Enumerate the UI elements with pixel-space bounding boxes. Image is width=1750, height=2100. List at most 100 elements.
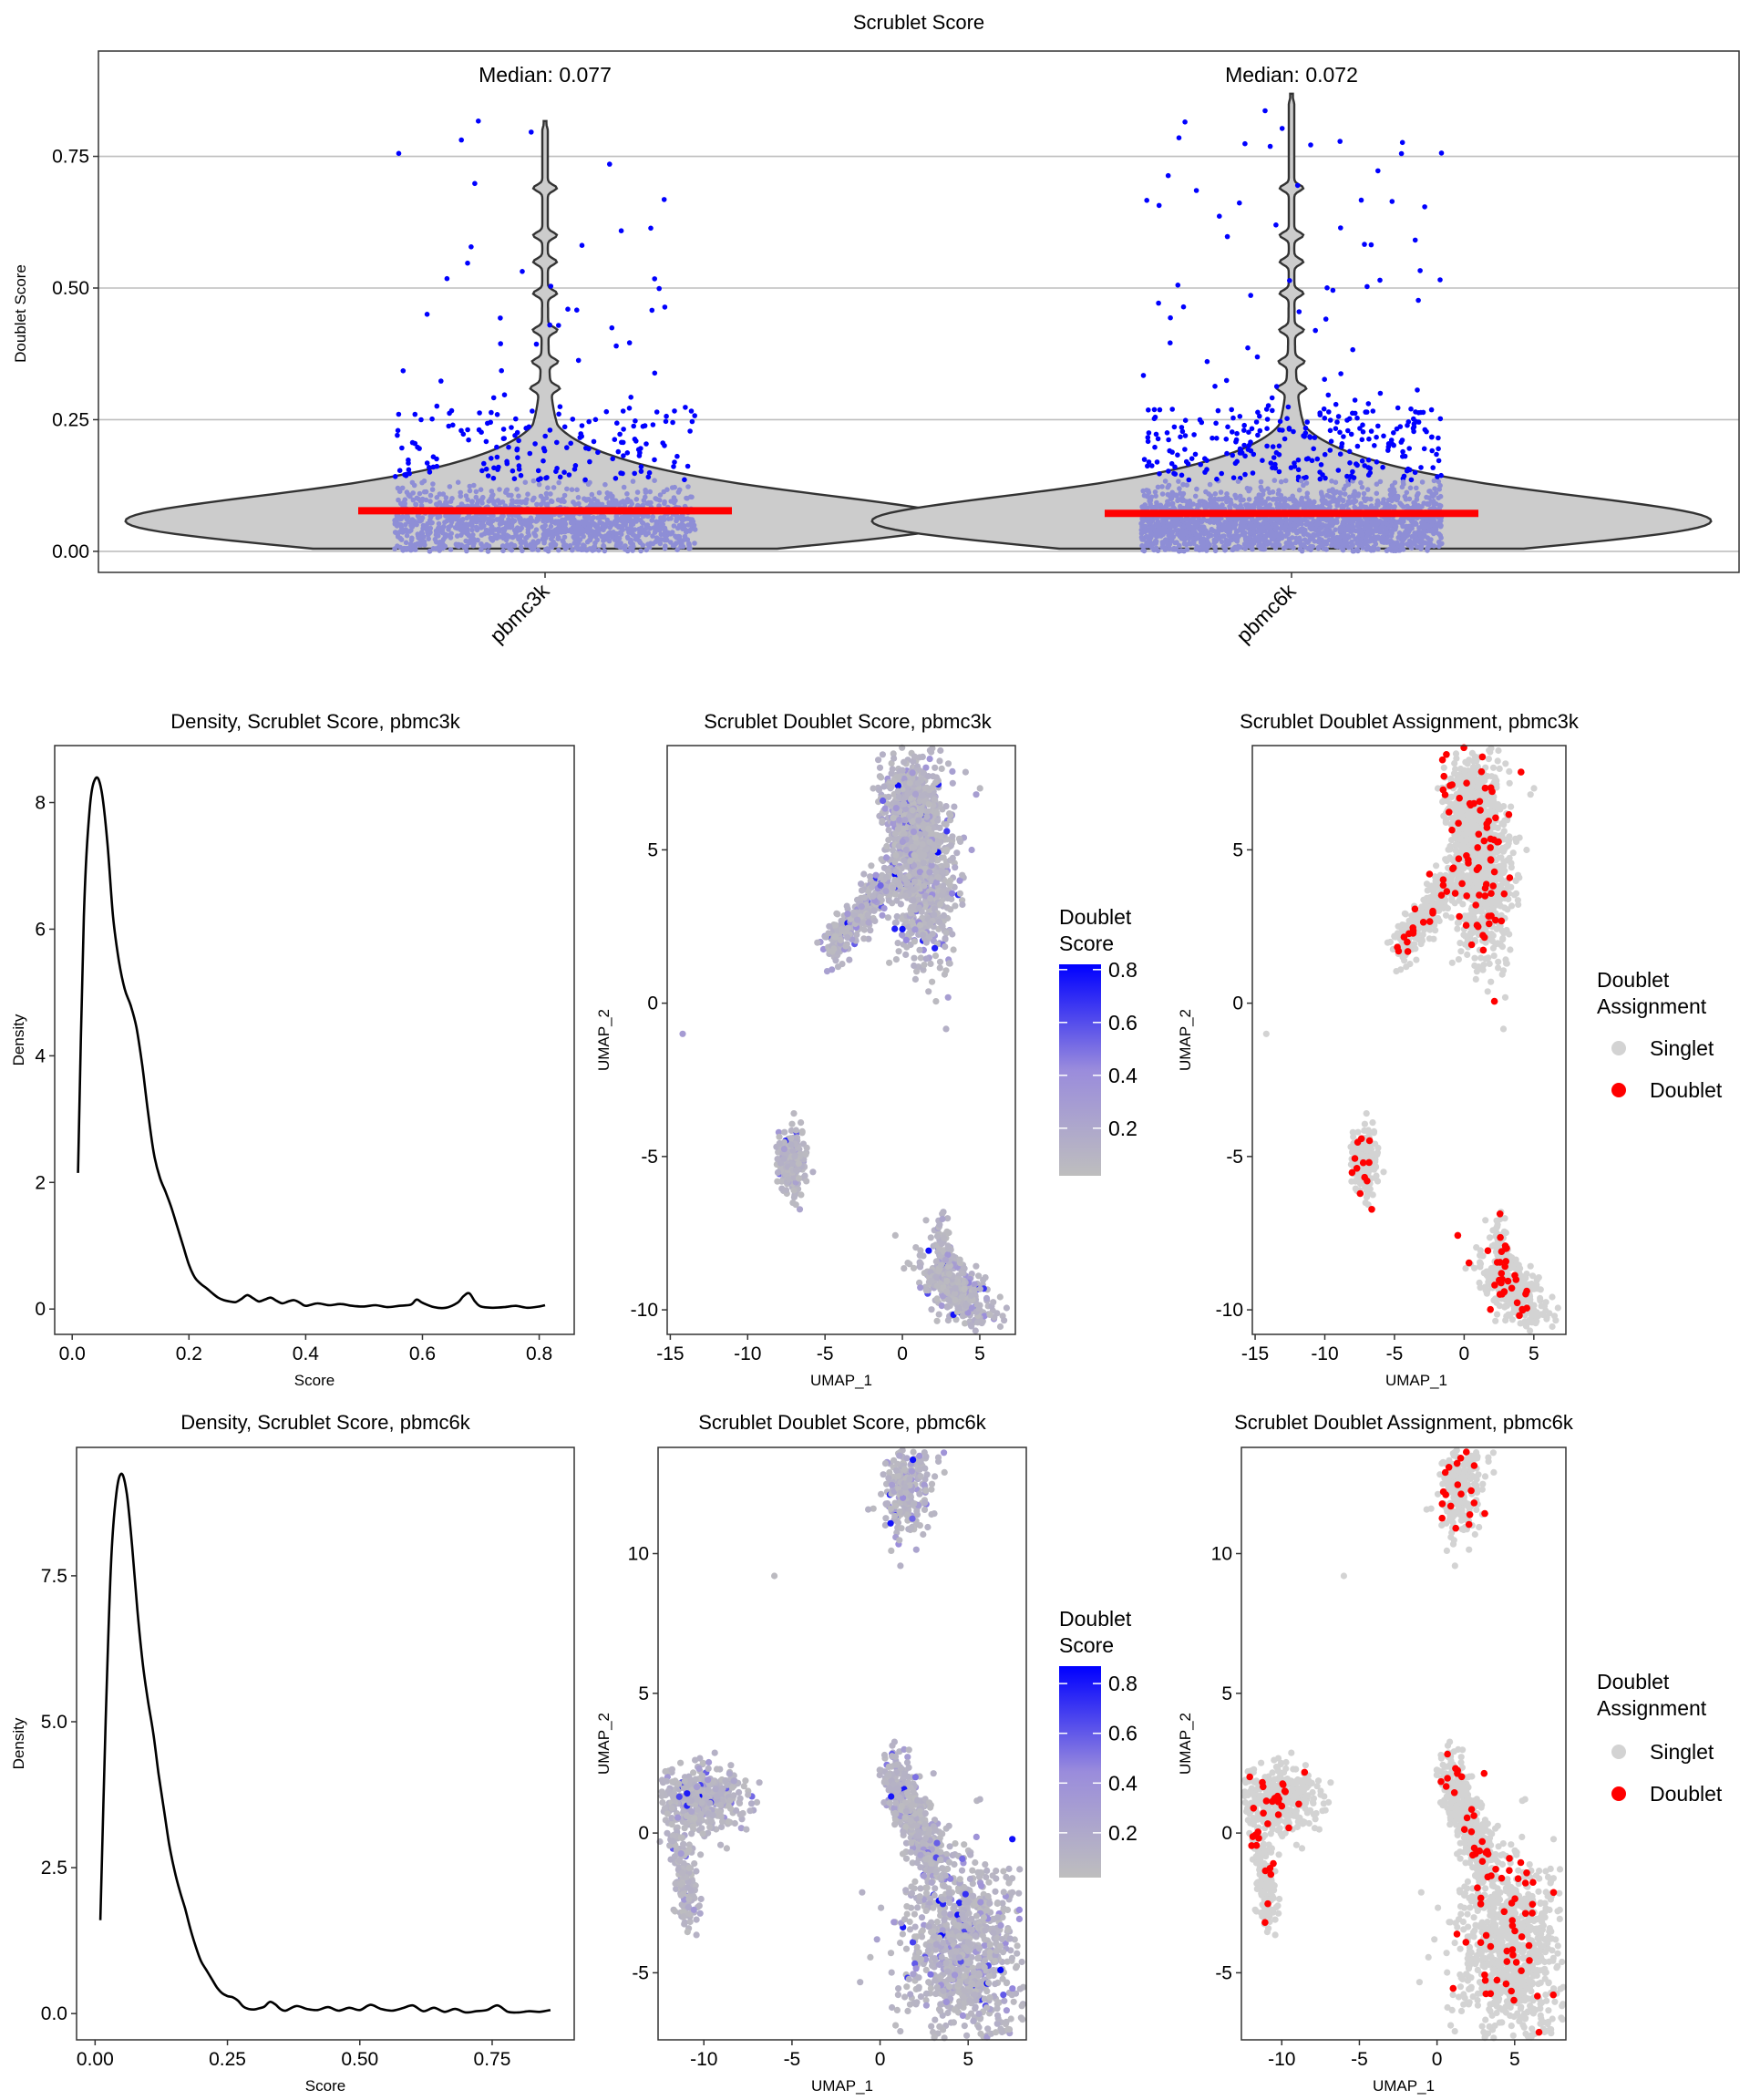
score-point	[475, 537, 480, 543]
cell-point	[881, 805, 889, 812]
score-point	[643, 547, 649, 553]
cell-point	[890, 755, 898, 762]
score-point	[522, 540, 529, 546]
score-point	[1301, 482, 1306, 489]
score-point	[1384, 540, 1390, 545]
score-point	[682, 537, 688, 542]
score-point	[412, 411, 418, 417]
score-point	[499, 520, 504, 526]
score-point	[652, 370, 658, 376]
score-point	[515, 455, 520, 460]
score-point	[550, 529, 555, 534]
score-point	[423, 497, 429, 503]
score-point	[1304, 419, 1310, 425]
score-point	[547, 322, 552, 328]
score-point	[1232, 537, 1238, 542]
score-point	[1282, 478, 1289, 484]
score-point	[1323, 532, 1329, 539]
score-point	[1255, 432, 1261, 438]
score-point	[578, 431, 583, 437]
cell-point	[930, 841, 937, 849]
score-point	[399, 445, 405, 451]
score-point	[1295, 467, 1302, 473]
cell-point	[879, 911, 886, 919]
score-point	[1412, 237, 1418, 243]
score-point	[396, 411, 402, 417]
score-point	[615, 524, 622, 530]
score-point	[1303, 456, 1310, 462]
cell-point	[926, 756, 933, 763]
score-point	[686, 542, 692, 549]
score-point	[503, 488, 510, 493]
cell-point	[911, 954, 918, 962]
score-point	[647, 489, 653, 495]
score-point	[657, 492, 664, 498]
score-point	[1278, 479, 1284, 485]
score-point	[1415, 297, 1421, 304]
score-point	[617, 431, 623, 438]
score-point	[434, 495, 440, 500]
cell-point	[942, 1025, 950, 1033]
score-point	[654, 496, 660, 502]
score-point	[1405, 503, 1410, 510]
score-point	[1230, 452, 1235, 458]
score-point	[467, 483, 473, 489]
score-point	[571, 540, 577, 546]
score-point	[1400, 479, 1406, 485]
score-point	[495, 533, 500, 539]
cell-point	[936, 964, 943, 972]
score-point	[1364, 487, 1371, 492]
umap-points	[679, 744, 1010, 1334]
score-point	[1369, 521, 1374, 528]
score-point	[571, 467, 578, 472]
score-point	[519, 525, 524, 531]
y-tick-label: 2	[35, 1172, 46, 1193]
score-point	[400, 530, 406, 535]
score-point	[580, 519, 585, 525]
score-point	[1138, 534, 1145, 540]
score-point	[685, 484, 691, 489]
score-point	[548, 491, 553, 497]
cell-point	[907, 858, 914, 865]
score-point	[1283, 517, 1289, 522]
score-point	[1392, 479, 1398, 486]
score-point	[392, 521, 398, 527]
score-point	[415, 444, 420, 450]
score-point	[427, 465, 432, 470]
score-point	[404, 532, 410, 539]
score-point	[1321, 406, 1327, 412]
score-point	[1145, 542, 1150, 549]
score-point	[606, 499, 612, 506]
score-point	[402, 500, 408, 507]
score-point	[464, 548, 469, 554]
score-point	[1325, 523, 1332, 529]
score-point	[500, 526, 506, 532]
score-point	[1222, 547, 1229, 552]
cell-point	[947, 877, 954, 884]
score-point	[1187, 499, 1193, 505]
score-point	[534, 501, 540, 508]
score-point	[1198, 538, 1204, 543]
score-point	[404, 489, 410, 495]
score-point	[616, 535, 623, 541]
score-point	[1317, 536, 1323, 542]
score-point	[1355, 493, 1361, 499]
score-point	[536, 481, 542, 488]
score-point	[1287, 278, 1292, 283]
score-point	[601, 535, 606, 541]
score-point	[1230, 429, 1235, 435]
score-point	[1185, 461, 1191, 467]
score-point	[538, 513, 543, 520]
score-point	[1354, 461, 1359, 467]
score-point	[1431, 478, 1437, 484]
score-point	[1437, 277, 1443, 283]
score-point	[1194, 486, 1199, 492]
score-point	[454, 533, 460, 539]
score-point	[1400, 448, 1405, 455]
score-point	[1359, 437, 1365, 443]
score-point	[465, 260, 470, 266]
score-point	[556, 479, 561, 486]
score-point	[633, 418, 638, 424]
score-point	[421, 489, 427, 495]
score-point	[1360, 422, 1365, 428]
